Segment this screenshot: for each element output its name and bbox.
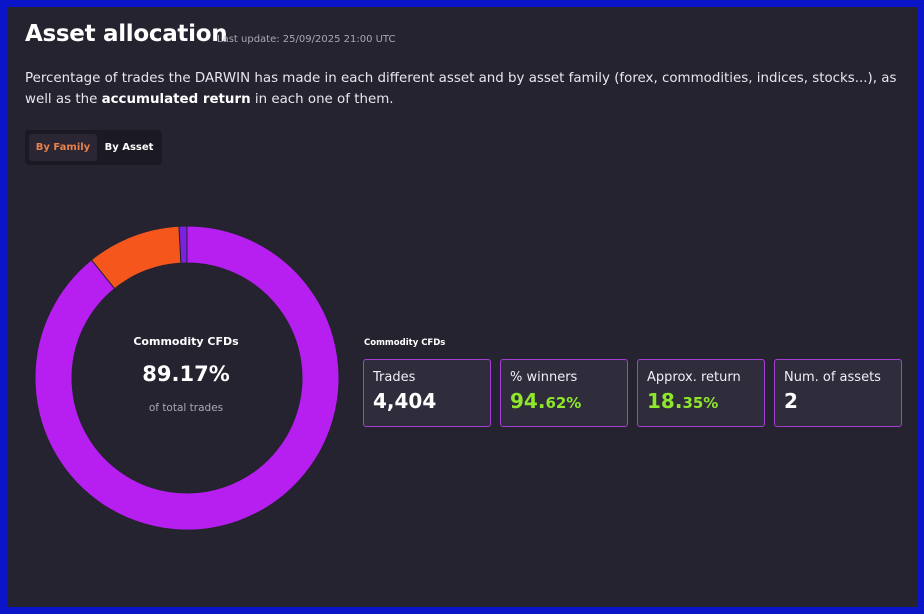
card-winners: % winners 94.62%: [500, 359, 628, 427]
center-sub: of total trades: [148, 402, 224, 414]
asset-allocation-panel: Asset allocation Last update: 25/09/2025…: [7, 7, 917, 607]
description-bold: accumulated return: [101, 92, 251, 107]
donut-slice-2[interactable]: [178, 225, 188, 264]
card-label: Trades: [373, 370, 416, 385]
card-num-assets: Num. of assets 2: [774, 359, 902, 427]
tab-by-family[interactable]: By Family: [29, 134, 97, 161]
value-main: 2: [784, 389, 798, 413]
card-value: 2: [784, 389, 892, 413]
value-main: 94.: [510, 389, 546, 413]
stat-cards: Trades 4,404 % winners 94.62% Approx. re…: [363, 359, 902, 427]
description-text-end: in each one of them.: [250, 92, 394, 107]
donut-center: Commodity CFDs 89.17% of total trades: [86, 335, 286, 414]
card-return: Approx. return 18.35%: [637, 359, 765, 427]
value-decimals: 62%: [545, 394, 582, 412]
description: Percentage of trades the DARWIN has made…: [25, 68, 905, 110]
allocation-donut-chart: [34, 225, 340, 531]
center-value: 89.17%: [142, 362, 230, 386]
value-decimals: 35%: [682, 394, 719, 412]
last-update: Last update: 25/09/2025 21:00 UTC: [217, 34, 396, 45]
card-label: Num. of assets: [784, 370, 881, 385]
card-trades: Trades 4,404: [363, 359, 491, 427]
value-main: 18.: [647, 389, 683, 413]
tab-by-asset[interactable]: By Asset: [104, 142, 154, 153]
view-toggle: By Family By Asset: [25, 130, 162, 165]
family-label: Commodity CFDs: [364, 338, 446, 348]
card-value: 4,404: [373, 389, 481, 413]
description-text: Percentage of trades the DARWIN has made…: [25, 71, 897, 107]
page-title: Asset allocation: [25, 21, 228, 47]
card-value: 94.62%: [510, 389, 618, 413]
donut-slice-0[interactable]: [34, 225, 340, 531]
card-label: Approx. return: [647, 370, 741, 385]
value-main: 4,404: [373, 389, 437, 413]
card-label: % winners: [510, 370, 578, 385]
center-label: Commodity CFDs: [133, 335, 239, 348]
card-value: 18.35%: [647, 389, 755, 413]
